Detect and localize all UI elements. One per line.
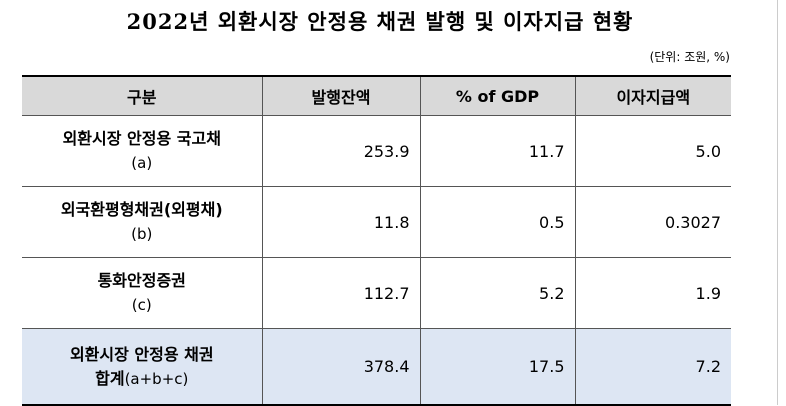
- total-label: 합계: [95, 368, 125, 388]
- header-cell: % of GDP: [420, 75, 576, 116]
- row-label-cell: 통화안정증권 (c): [22, 257, 263, 329]
- row-note: (b): [131, 225, 153, 243]
- row: 외환시장 안정용 국고채 (a) 253.9 11.7 5.0: [22, 115, 731, 187]
- row-label: 외환시장 안정용 국고채: [62, 129, 221, 148]
- value-cell: 1.9: [575, 257, 731, 329]
- title: 2022년 외환시장 안정용 채권 발행 및 이자지급 현황: [126, 9, 634, 34]
- row-label: 외환시장 안정용 채권: [69, 344, 214, 364]
- row: 외국환평형채권(외평채) (b) 11.8 0.5 0.3027: [22, 186, 731, 258]
- page-edge: [777, 0, 778, 405]
- unit-note: (단위: 조원, %): [649, 50, 730, 64]
- row-note-line: (c): [23, 293, 261, 317]
- row-label-cell: 외국환평형채권(외평채) (b): [22, 186, 263, 258]
- row-label-cell: 외환시장 안정용 국고채 (a): [22, 115, 263, 187]
- row: 외환시장 안정용 채권 합계(a+b+c) 378.4 17.5 7.2: [22, 328, 731, 406]
- header-cell: 구분: [22, 75, 263, 116]
- row-note-line: (b): [23, 222, 261, 246]
- row-note: (a): [131, 154, 153, 172]
- row-note-line: 합계(a+b+c): [23, 367, 261, 391]
- row-note: (c): [131, 296, 152, 314]
- row-label: 외국환평형채권(외평채): [60, 200, 223, 219]
- table-body: 외환시장 안정용 국고채 (a) 253.9 11.7 5.0 외국환평형채권(외평채) (…: [22, 115, 731, 406]
- value-cell: 7.2: [575, 328, 731, 406]
- value-cell: 378.4: [262, 328, 421, 406]
- value-cell: 11.7: [420, 115, 576, 187]
- value-cell: 0.5: [420, 186, 576, 258]
- header-cell: 발행잔액: [262, 75, 421, 116]
- value-cell: 112.7: [262, 257, 421, 329]
- row-note: (a+b+c): [124, 369, 189, 388]
- value-cell: 0.3027: [575, 186, 731, 258]
- value-cell: 17.5: [420, 328, 576, 406]
- row-label: 통화안정증권: [97, 271, 186, 290]
- row-note-line: (a): [23, 151, 261, 175]
- row: 통화안정증권 (c) 112.7 5.2 1.9: [22, 257, 731, 329]
- header-cell: 이자지급액: [575, 75, 731, 116]
- value-cell: 11.8: [262, 186, 421, 258]
- table: 구분 발행잔액% of GDP 이자지급액 외환시장 안정용 국고채 (a) 253.9…: [22, 75, 731, 406]
- value-cell: 253.9: [262, 115, 421, 187]
- value-cell: 5.0: [575, 115, 731, 187]
- value-cell: 5.2: [420, 257, 576, 329]
- header-row: 구분 발행잔액% of GDP 이자지급액: [22, 75, 731, 116]
